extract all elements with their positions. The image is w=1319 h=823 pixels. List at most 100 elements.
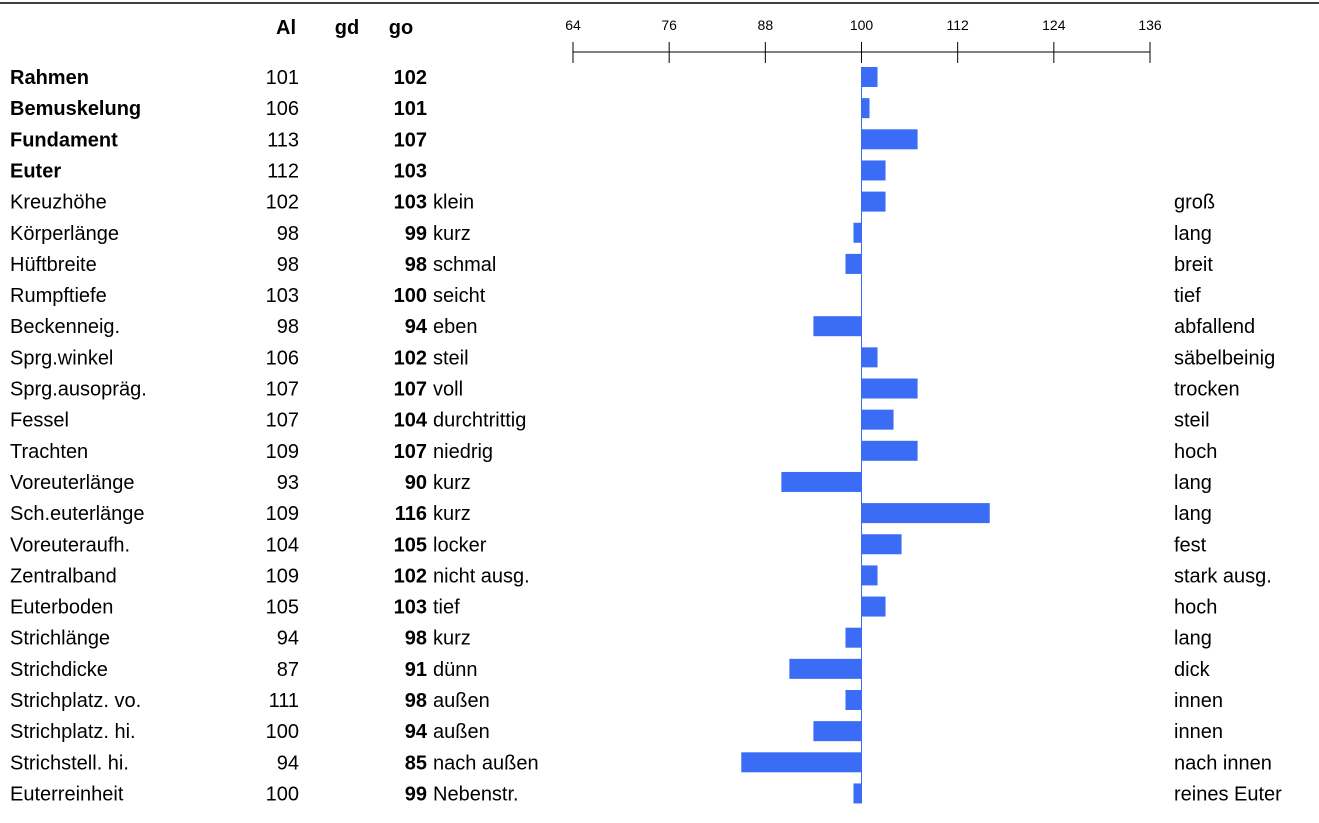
low-pole-label: außen [433, 690, 490, 712]
trait-label: Voreuteraufh. [10, 534, 130, 556]
header-gd: gd [335, 17, 359, 39]
trait-row: Kreuzhöhe 102 103 klein groß [10, 191, 1215, 214]
trait-row: Fessel 107 104 durchtrittig steil [10, 409, 1210, 432]
trait-label: Beckenneig. [10, 316, 120, 338]
low-pole-label: niedrig [433, 441, 493, 463]
high-pole-label: nach innen [1174, 752, 1272, 774]
low-pole-label: nach außen [433, 752, 539, 774]
al-value: 106 [266, 347, 299, 369]
high-pole-label: breit [1174, 254, 1213, 276]
al-value: 94 [277, 752, 299, 774]
x-tick-label: 124 [1042, 17, 1066, 33]
trait-label: Sprg.winkel [10, 347, 113, 369]
al-value: 102 [266, 192, 299, 214]
value-bar [861, 596, 886, 617]
trait-row: Strichplatz. vo. 111 98 außen innen [10, 690, 1223, 712]
trait-label: Körperlänge [10, 223, 119, 245]
trait-label: Zentralband [10, 565, 117, 587]
value-bar [861, 98, 870, 119]
high-pole-label: lang [1174, 503, 1212, 525]
low-pole-label: eben [433, 316, 478, 338]
low-pole-label: locker [433, 534, 487, 556]
al-value: 101 [266, 67, 299, 89]
trait-label: Rahmen [10, 67, 89, 89]
trait-row: Sch.euterlänge 109 116 kurz lang [10, 503, 1212, 525]
high-pole-label: säbelbeinig [1174, 347, 1275, 369]
low-pole-label: durchtrittig [433, 410, 526, 432]
trait-label: Bemuskelung [10, 98, 141, 120]
trait-row: Euterboden 105 103 tief hoch [10, 596, 1217, 619]
al-value: 103 [266, 285, 299, 307]
high-pole-label: hoch [1174, 597, 1217, 619]
trait-row: Rumpftiefe 103 100 seicht tief [10, 285, 1201, 307]
trait-label: Kreuzhöhe [10, 192, 107, 214]
trait-label: Strichstell. hi. [10, 752, 129, 774]
trait-row: Strichlänge 94 98 kurz lang [10, 627, 1212, 650]
go-value: 102 [394, 565, 427, 587]
value-bar [853, 222, 862, 243]
value-bar [861, 503, 990, 524]
low-pole-label: voll [433, 379, 463, 401]
low-pole-label: steil [433, 347, 469, 369]
go-value: 94 [405, 316, 428, 338]
trait-rows: Rahmen 101 102 Bemuskelung 106 101 Fundament 11… [10, 67, 1282, 805]
go-value: 99 [405, 223, 427, 245]
x-tick-label: 100 [850, 17, 874, 33]
value-bar [741, 752, 862, 773]
high-pole-label: lang [1174, 472, 1212, 494]
value-bar [861, 534, 902, 555]
value-bar [861, 347, 878, 368]
al-value: 109 [266, 503, 299, 525]
trait-row: Strichplatz. hi. 100 94 außen innen [10, 721, 1223, 743]
high-pole-label: tief [1174, 285, 1201, 307]
trait-label: Strichplatz. hi. [10, 721, 136, 743]
al-value: 105 [266, 597, 299, 619]
low-pole-label: dünn [433, 659, 478, 681]
value-bar [845, 690, 862, 710]
x-tick-label: 136 [1138, 17, 1162, 33]
trait-label: Euter [10, 160, 61, 182]
value-bar [861, 191, 886, 212]
high-pole-label: trocken [1174, 379, 1240, 401]
go-value: 116 [395, 503, 427, 525]
al-value: 107 [266, 379, 299, 401]
value-bar [813, 721, 862, 742]
trait-label: Fessel [10, 410, 69, 432]
trait-label: Trachten [10, 441, 88, 463]
go-value: 105 [394, 534, 427, 556]
trait-row: Trachten 109 107 niedrig hoch [10, 440, 1217, 463]
trait-row: Strichdicke 87 91 dünn dick [10, 658, 1211, 681]
high-pole-label: lang [1174, 223, 1212, 245]
go-value: 99 [405, 783, 427, 805]
al-value: 112 [267, 160, 299, 182]
trait-row: Euterreinheit 100 99 Nebenstr. reines Euter [10, 783, 1282, 805]
value-bar [853, 783, 862, 804]
go-value: 98 [405, 690, 427, 712]
trait-row: Strichstell. hi. 94 85 nach außen nach innen [10, 752, 1272, 774]
al-value: 111 [269, 690, 299, 712]
trait-label: Strichplatz. vo. [10, 690, 141, 712]
x-tick-label: 64 [565, 17, 581, 33]
go-value: 85 [405, 752, 427, 774]
trait-label: Euterboden [10, 597, 113, 619]
trait-row: Voreuterlänge 93 90 kurz lang [10, 471, 1212, 494]
go-value: 100 [394, 285, 427, 307]
value-bar [789, 658, 862, 679]
go-value: 102 [394, 347, 427, 369]
al-value: 87 [277, 659, 299, 681]
go-value: 103 [394, 192, 427, 214]
al-value: 94 [277, 628, 299, 650]
high-pole-label: groß [1174, 192, 1215, 214]
go-value: 91 [405, 659, 427, 681]
trait-row: Hüftbreite 98 98 schmal breit [10, 253, 1213, 276]
al-value: 109 [266, 565, 299, 587]
high-pole-label: steil [1174, 410, 1210, 432]
low-pole-label: kurz [433, 628, 471, 650]
al-value: 107 [266, 410, 299, 432]
go-value: 102 [394, 67, 427, 89]
al-value: 98 [277, 223, 299, 245]
value-bar [861, 67, 878, 87]
al-value: 106 [266, 98, 299, 120]
low-pole-label: schmal [433, 254, 496, 276]
go-value: 104 [394, 410, 428, 432]
